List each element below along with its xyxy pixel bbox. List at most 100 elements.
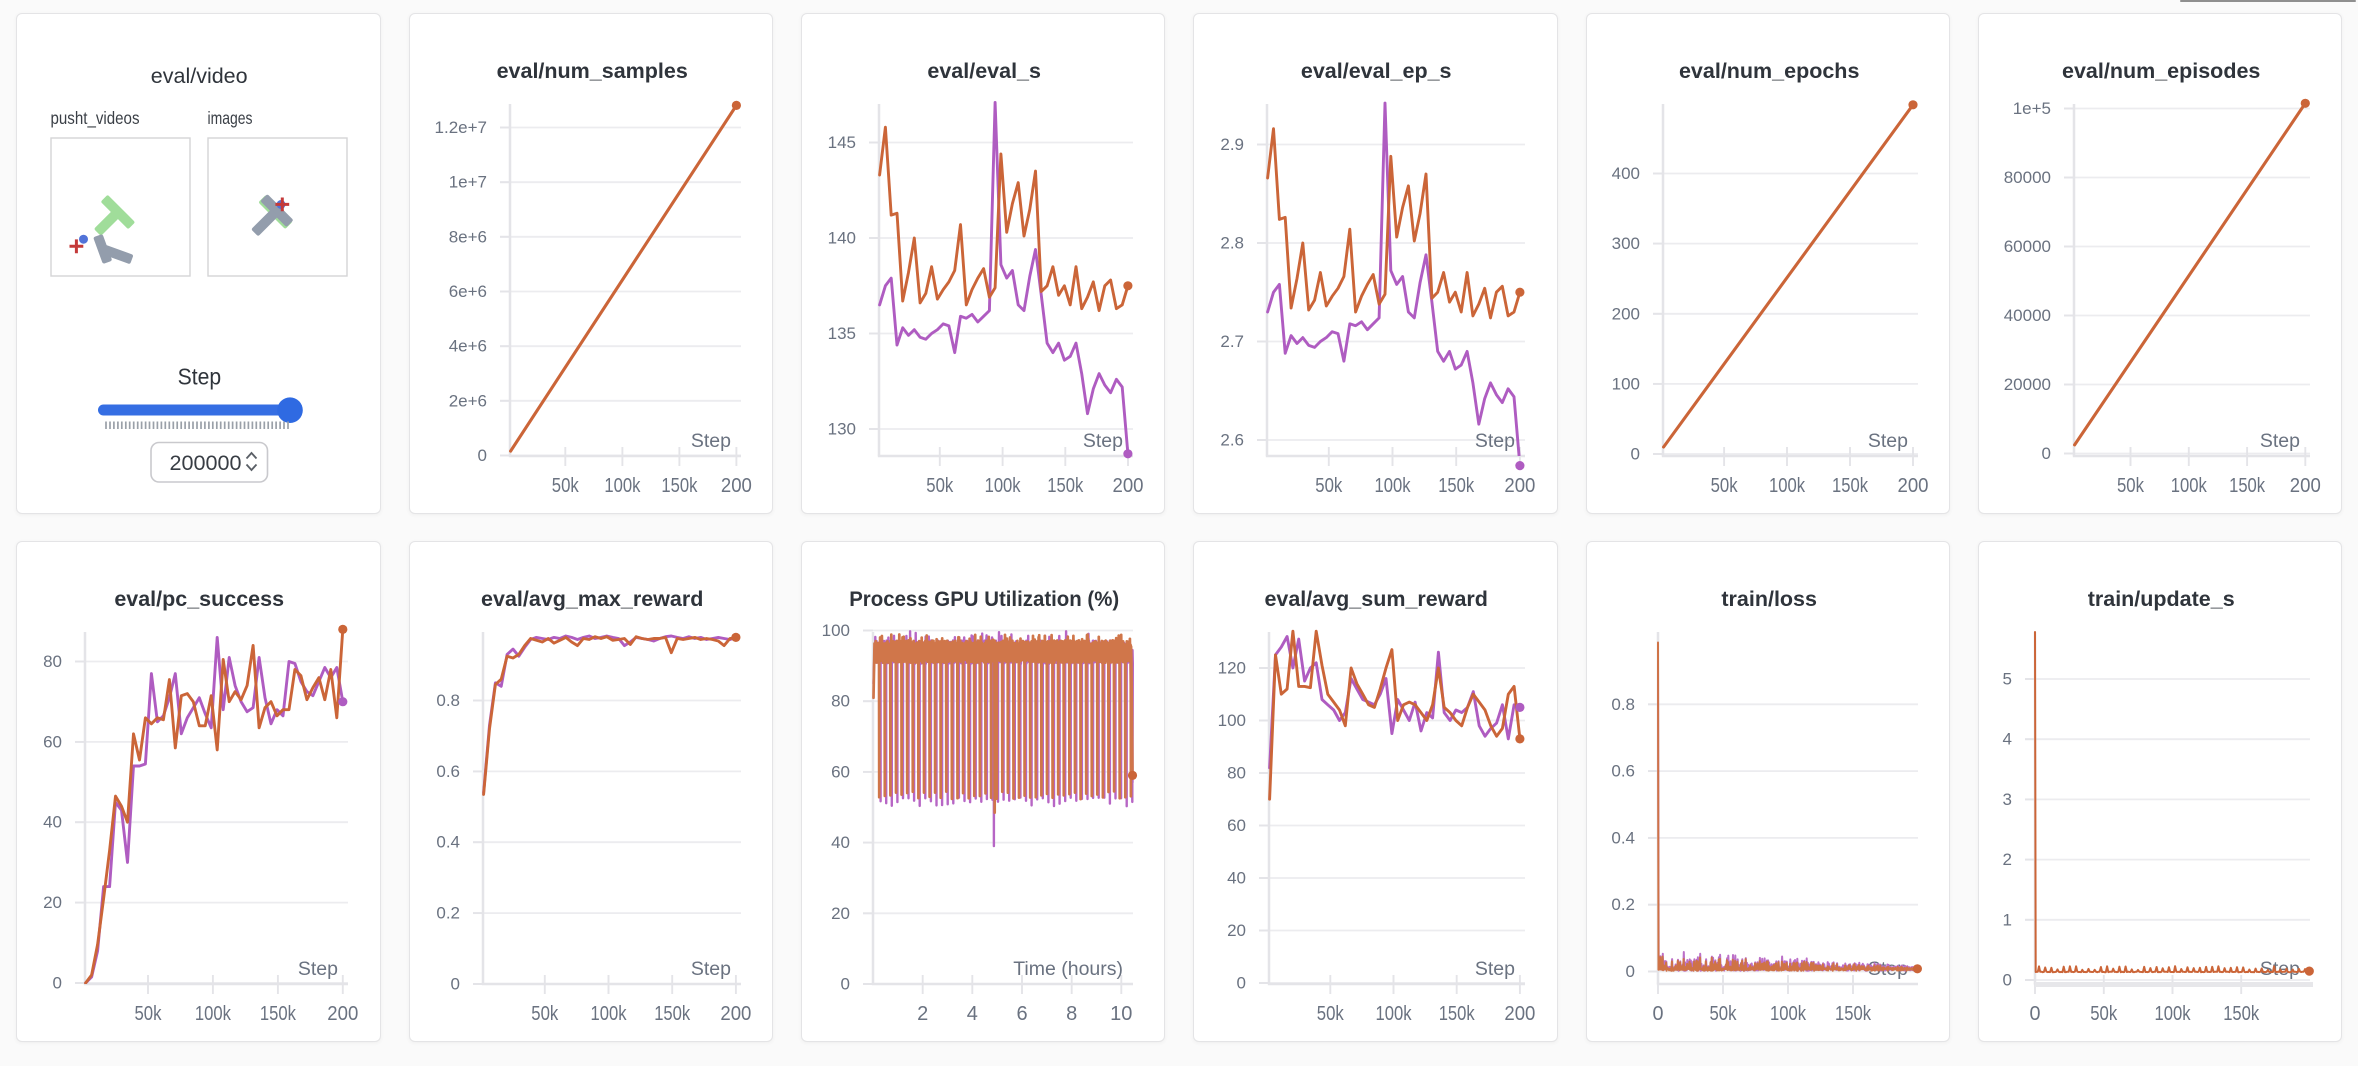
svg-text:0: 0: [450, 975, 459, 994]
svg-text:0.2: 0.2: [436, 904, 460, 923]
svg-text:eval/avg_max_reward: eval/avg_max_reward: [481, 587, 703, 611]
svg-text:100k: 100k: [195, 1003, 232, 1025]
svg-text:2.9: 2.9: [1221, 135, 1245, 154]
svg-text:200: 200: [1897, 475, 1928, 497]
svg-text:80: 80: [43, 652, 62, 671]
svg-text:100k: 100k: [1770, 1003, 1807, 1025]
svg-text:40: 40: [831, 833, 850, 852]
svg-text:0: 0: [1237, 974, 1246, 993]
svg-text:0.4: 0.4: [436, 833, 460, 852]
svg-text:20: 20: [831, 904, 850, 923]
svg-text:1.2e+7: 1.2e+7: [434, 118, 486, 137]
svg-text:50k: 50k: [531, 1003, 559, 1025]
svg-text:150k: 150k: [260, 1003, 297, 1025]
svg-text:150k: 150k: [2223, 1003, 2260, 1025]
svg-text:60: 60: [1227, 816, 1246, 835]
svg-text:50k: 50k: [1316, 475, 1344, 497]
svg-text:40: 40: [43, 813, 62, 832]
svg-text:100k: 100k: [2154, 1003, 2191, 1025]
svg-text:eval/avg_sum_reward: eval/avg_sum_reward: [1265, 587, 1489, 611]
svg-text:200000: 200000: [170, 451, 242, 475]
svg-text:4e+6: 4e+6: [448, 337, 486, 356]
svg-text:0: 0: [53, 974, 62, 993]
svg-text:150k: 150k: [2229, 475, 2266, 497]
svg-text:train/update_s: train/update_s: [2088, 587, 2235, 611]
svg-text:150k: 150k: [654, 1003, 691, 1025]
svg-text:8e+6: 8e+6: [448, 227, 486, 246]
svg-text:200: 200: [720, 475, 751, 497]
svg-text:Step: Step: [690, 958, 730, 980]
svg-text:0: 0: [2002, 971, 2011, 990]
svg-text:200: 200: [1611, 304, 1639, 323]
svg-text:Time (hours): Time (hours): [1013, 958, 1123, 980]
svg-text:0: 0: [1652, 1003, 1663, 1025]
svg-text:2: 2: [2002, 850, 2011, 869]
svg-text:5: 5: [2002, 670, 2011, 689]
svg-text:120: 120: [1218, 659, 1246, 678]
svg-text:Step: Step: [1083, 430, 1123, 452]
svg-text:60: 60: [43, 733, 62, 752]
svg-text:20: 20: [1227, 921, 1246, 940]
svg-text:80: 80: [831, 692, 850, 711]
svg-text:135: 135: [828, 324, 856, 343]
svg-text:200: 200: [1505, 1003, 1536, 1025]
svg-text:50k: 50k: [1710, 475, 1738, 497]
svg-text:eval/num_samples: eval/num_samples: [496, 59, 687, 83]
svg-text:images: images: [208, 108, 253, 128]
svg-text:100k: 100k: [984, 475, 1021, 497]
svg-text:60000: 60000: [2004, 237, 2051, 256]
svg-text:0: 0: [2029, 1003, 2040, 1025]
svg-text:0: 0: [1630, 445, 1639, 464]
svg-text:150k: 150k: [1047, 475, 1084, 497]
svg-text:145: 145: [828, 133, 856, 152]
svg-text:0: 0: [1625, 962, 1634, 981]
svg-text:2e+6: 2e+6: [448, 391, 486, 410]
svg-text:3: 3: [2002, 790, 2011, 809]
svg-text:200: 200: [1112, 475, 1143, 497]
svg-text:150k: 150k: [1439, 1003, 1476, 1025]
svg-text:400: 400: [1611, 164, 1639, 183]
svg-text:eval/pc_success: eval/pc_success: [115, 587, 285, 611]
svg-text:20: 20: [43, 893, 62, 912]
svg-text:0.8: 0.8: [436, 691, 460, 710]
svg-text:200: 200: [1505, 475, 1536, 497]
svg-text:pusht_videos: pusht_videos: [51, 108, 140, 129]
svg-text:eval/eval_s: eval/eval_s: [927, 59, 1041, 83]
svg-text:Step: Step: [178, 364, 222, 390]
svg-text:150k: 150k: [1832, 475, 1869, 497]
svg-text:300: 300: [1611, 234, 1639, 253]
svg-text:40000: 40000: [2004, 306, 2051, 325]
svg-text:Step: Step: [690, 430, 730, 452]
svg-text:50k: 50k: [1317, 1003, 1345, 1025]
svg-text:100k: 100k: [1769, 475, 1806, 497]
svg-text:80: 80: [1227, 764, 1246, 783]
svg-text:200: 200: [720, 1003, 751, 1025]
svg-text:0.2: 0.2: [1611, 895, 1635, 914]
svg-text:2.6: 2.6: [1221, 431, 1245, 450]
svg-text:140: 140: [828, 229, 856, 248]
svg-text:Process GPU Utilization (%): Process GPU Utilization (%): [849, 587, 1119, 611]
svg-text:Step: Step: [1867, 430, 1907, 452]
svg-text:8: 8: [1066, 1003, 1077, 1025]
svg-text:eval/eval_ep_s: eval/eval_ep_s: [1301, 59, 1452, 83]
svg-text:2.7: 2.7: [1221, 332, 1245, 351]
svg-text:eval/num_epochs: eval/num_epochs: [1679, 59, 1859, 83]
svg-text:100: 100: [1218, 711, 1246, 730]
svg-text:150k: 150k: [1835, 1003, 1872, 1025]
svg-text:100k: 100k: [604, 475, 641, 497]
svg-text:20000: 20000: [2004, 375, 2051, 394]
svg-text:100k: 100k: [590, 1003, 627, 1025]
svg-text:50k: 50k: [551, 475, 579, 497]
svg-text:150k: 150k: [661, 475, 698, 497]
svg-text:100: 100: [822, 621, 850, 640]
svg-text:Step: Step: [298, 958, 338, 980]
svg-text:Step: Step: [1475, 958, 1515, 980]
svg-text:150k: 150k: [1438, 475, 1475, 497]
svg-text:1e+7: 1e+7: [448, 173, 486, 192]
svg-text:50k: 50k: [926, 475, 954, 497]
svg-text:train/loss: train/loss: [1721, 587, 1817, 611]
svg-text:50k: 50k: [1709, 1003, 1737, 1025]
svg-text:6: 6: [1016, 1003, 1027, 1025]
svg-text:4: 4: [2002, 730, 2011, 749]
svg-text:0: 0: [840, 975, 849, 994]
